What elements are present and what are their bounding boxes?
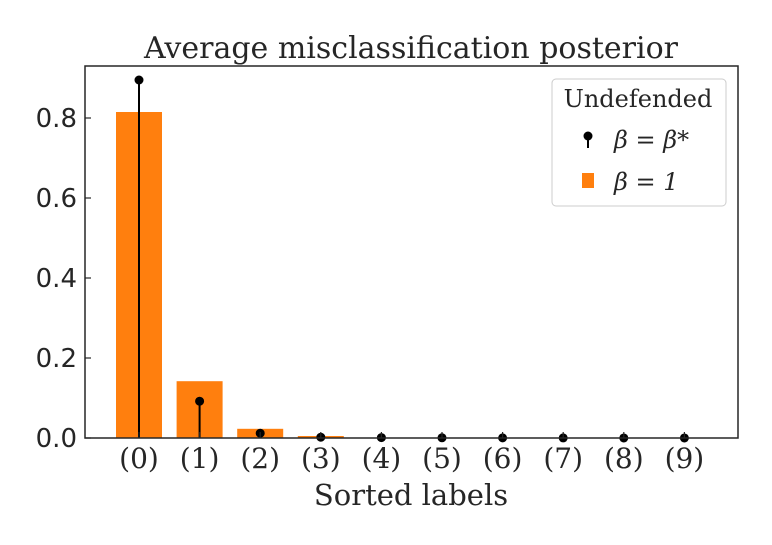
x-tick-label: (3) xyxy=(301,442,341,475)
x-tick-label: (0) xyxy=(119,442,159,475)
legend-stem-marker xyxy=(583,131,593,141)
x-tick-label: (8) xyxy=(604,442,644,475)
x-tick-label: (9) xyxy=(665,442,705,475)
x-tick-label: (2) xyxy=(240,442,280,475)
legend-title: Undefended xyxy=(564,85,713,113)
x-tick-label: (1) xyxy=(180,442,220,475)
x-tick-label: (6) xyxy=(483,442,523,475)
x-tick-label: (7) xyxy=(543,442,583,475)
stem-marker xyxy=(134,75,144,85)
y-axis: 0.0 0.2 0.4 0.6 0.8 xyxy=(36,104,91,454)
plot-frame xyxy=(84,65,739,439)
legend: Undefended β = β* β = 1 xyxy=(551,78,727,207)
x-tick-label: (5) xyxy=(422,442,462,475)
legend-box xyxy=(551,78,727,207)
x-tick-label: (4) xyxy=(362,442,402,475)
legend-entry-stem: β = β* xyxy=(583,126,689,154)
chart-title: Average misclassification posterior xyxy=(143,31,679,66)
legend-label-beta-one: β = 1 xyxy=(613,168,679,196)
legend-bar-swatch xyxy=(582,173,594,188)
y-tick-label: 0.4 xyxy=(36,264,77,294)
y-tick-label: 0.2 xyxy=(36,344,77,374)
x-axis: (0) (1) (2) (3) (4) (5) (6) (7) (8) (9) xyxy=(119,432,704,475)
y-tick-label: 0.0 xyxy=(36,424,77,454)
stem-marker xyxy=(195,396,205,406)
legend-label-beta-star: β = β* xyxy=(613,126,689,154)
legend-entry-bar: β = 1 xyxy=(582,168,679,196)
x-axis-label: Sorted labels xyxy=(314,478,508,512)
y-tick-label: 0.6 xyxy=(36,184,77,214)
y-tick-label: 0.8 xyxy=(36,104,77,134)
